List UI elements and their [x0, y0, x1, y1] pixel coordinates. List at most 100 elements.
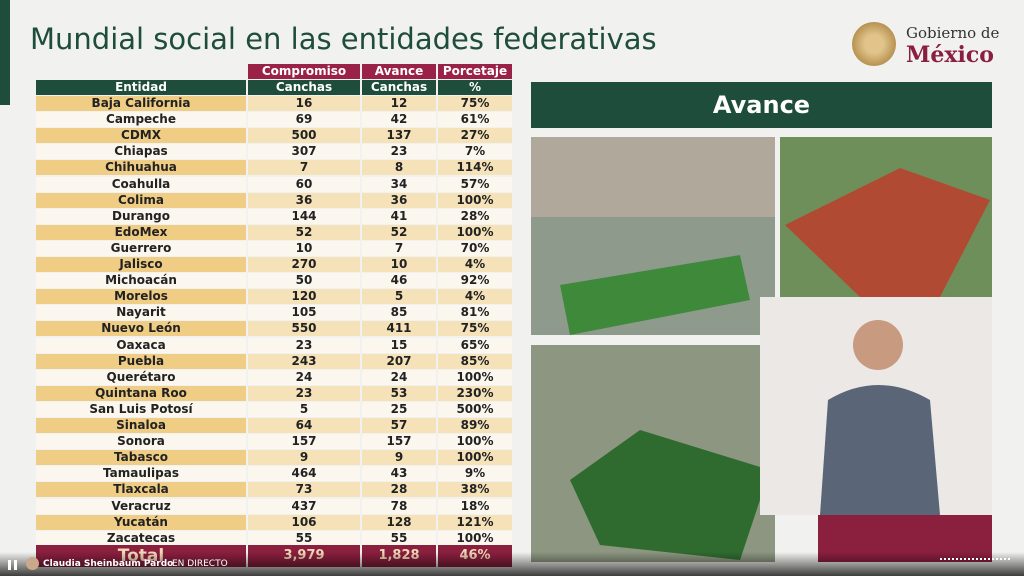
- table-cell: 100%: [438, 530, 512, 546]
- group-header: Porcetaje: [438, 64, 512, 79]
- table-cell: 57%: [438, 176, 512, 192]
- table-cell: 57: [362, 418, 436, 433]
- table-cell: 52: [248, 224, 360, 240]
- logo-text: México: [906, 42, 994, 68]
- table-cell: Tlaxcala: [36, 482, 246, 498]
- table-cell: 8: [362, 160, 436, 176]
- table-cell: Durango: [36, 208, 246, 224]
- table-cell: 55: [248, 530, 360, 546]
- table-cell: 4%: [438, 289, 512, 305]
- table-cell: 464: [248, 466, 360, 482]
- table-cell: 100%: [438, 192, 512, 208]
- table-cell: 41: [362, 208, 436, 224]
- field: [560, 255, 750, 335]
- table-cell: Veracruz: [36, 498, 246, 514]
- table-cell: San Luis Potosí: [36, 401, 246, 417]
- table-cell: 75%: [438, 321, 512, 337]
- table-cell: 550: [248, 321, 360, 337]
- table-cell: 411: [362, 321, 436, 337]
- court: [785, 168, 990, 297]
- player-bar: Claudia Sheinbaum Pardo EN DIRECTO: [0, 552, 1024, 576]
- table-cell: Baja California: [36, 96, 246, 111]
- table-cell: 25: [362, 401, 436, 417]
- table-cell: 28: [362, 482, 436, 498]
- table-cell: 69: [248, 112, 360, 128]
- table-cell: 15: [362, 337, 436, 353]
- column-header: Entidad: [36, 80, 246, 95]
- table-cell: 100%: [438, 369, 512, 385]
- table-cell: Michoacán: [36, 273, 246, 289]
- pause-button[interactable]: [8, 560, 17, 570]
- group-header: Compromiso: [248, 64, 360, 79]
- table-cell: 243: [248, 353, 360, 369]
- table-cell: 60: [248, 176, 360, 192]
- table-cell: 207: [362, 353, 436, 369]
- table-cell: 61%: [438, 112, 512, 128]
- table-cell: Guerrero: [36, 240, 246, 256]
- table-cell: CDMX: [36, 128, 246, 144]
- table-cell: Quintana Roo: [36, 385, 246, 401]
- table-cell: 55: [362, 530, 436, 546]
- table-cell: 144: [248, 208, 360, 224]
- table-cell: 64: [248, 418, 360, 433]
- table-cell: Nuevo León: [36, 321, 246, 337]
- table-cell: 18%: [438, 498, 512, 514]
- controls[interactable]: [940, 558, 1010, 572]
- table-cell: 12: [362, 96, 436, 111]
- table-cell: 75%: [438, 96, 512, 111]
- table-cell: Puebla: [36, 353, 246, 369]
- table-cell: 78: [362, 498, 436, 514]
- table-cell: 500: [248, 128, 360, 144]
- table-cell: 46: [362, 273, 436, 289]
- logo: Gobierno de México: [852, 20, 1012, 70]
- accent-bar: [0, 0, 10, 105]
- table-cell: 70%: [438, 240, 512, 256]
- table-cell: 36: [362, 192, 436, 208]
- table-cell: Tabasco: [36, 450, 246, 466]
- table-cell: 23: [248, 385, 360, 401]
- table-cell: 9: [362, 450, 436, 466]
- table-cell: Zacatecas: [36, 530, 246, 546]
- table-cell: 50: [248, 273, 360, 289]
- face: [853, 320, 903, 370]
- table-cell: 92%: [438, 273, 512, 289]
- logo-text: Gobierno de: [906, 24, 1000, 42]
- table-cell: 36: [248, 192, 360, 208]
- table-cell: Colima: [36, 192, 246, 208]
- table-cell: 52: [362, 224, 436, 240]
- body: [820, 385, 940, 515]
- table-cell: Oaxaca: [36, 337, 246, 353]
- table-cell: 89%: [438, 418, 512, 433]
- column-header: Canchas: [248, 80, 360, 95]
- group-header: Avance: [362, 64, 436, 79]
- table-cell: 53: [362, 385, 436, 401]
- table-cell: 100%: [438, 224, 512, 240]
- photo-roofs: [531, 137, 775, 217]
- table-cell: 9%: [438, 466, 512, 482]
- table-cell: 24: [248, 369, 360, 385]
- emblem: [852, 22, 896, 66]
- table-cell: 85: [362, 305, 436, 321]
- table-cell: 100%: [438, 450, 512, 466]
- panel-title: Avance: [531, 82, 992, 128]
- table-cell: Chihuahua: [36, 160, 246, 176]
- table-cell: Querétaro: [36, 369, 246, 385]
- field: [570, 430, 770, 560]
- table-cell: 105: [248, 305, 360, 321]
- table-cell: 157: [362, 434, 436, 450]
- table-cell: 85%: [438, 353, 512, 369]
- table-cell: 106: [248, 514, 360, 530]
- table-cell: 4%: [438, 257, 512, 272]
- table-cell: 23: [248, 337, 360, 353]
- table-cell: 7%: [438, 144, 512, 160]
- table-cell: Jalisco: [36, 257, 246, 272]
- table-cell: 38%: [438, 482, 512, 498]
- slide-title: Mundial social en las entidades federati…: [30, 22, 657, 56]
- channel-name[interactable]: Claudia Sheinbaum Pardo: [43, 559, 174, 569]
- table-cell: 73: [248, 482, 360, 498]
- table-cell: 5: [362, 289, 436, 305]
- table-cell: Nayarit: [36, 305, 246, 321]
- table-cell: 7: [362, 240, 436, 256]
- table-cell: 307: [248, 144, 360, 160]
